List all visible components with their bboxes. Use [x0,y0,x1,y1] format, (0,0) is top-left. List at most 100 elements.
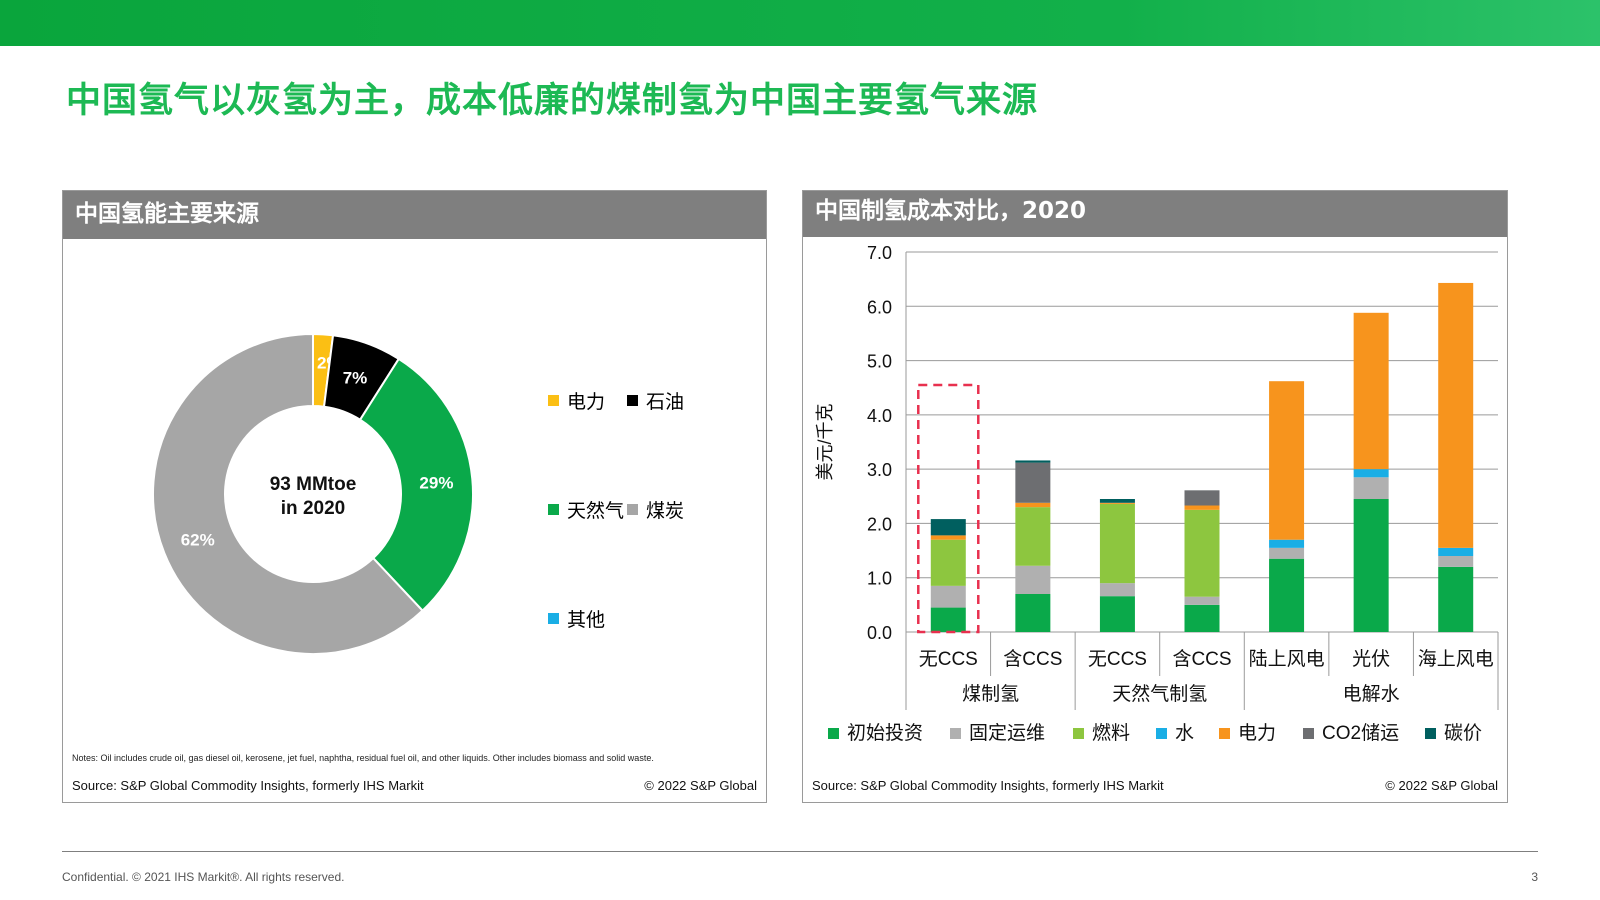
legend-label: 其他 [567,609,606,631]
legend-label-4: 电力 [1238,722,1276,744]
y-tick-label: 5.0 [867,352,892,372]
bar-segment-0-4 [1269,558,1305,632]
x-category-label: 光伏 [1352,648,1390,670]
y-axis-title: 美元/千克 [815,403,835,480]
bar-segment-1-2 [1099,583,1135,597]
y-tick-label: 1.0 [867,569,892,589]
x-category-label: 陆上风电 [1249,648,1325,670]
bar-segment-1-4 [1269,547,1305,559]
bar-copyright: © 2022 S&P Global [1385,778,1498,793]
legend-label-5: CO2储运 [1322,722,1399,744]
highlight-box [917,383,980,634]
legend-label: 电力 [567,391,606,413]
x-category-label: 无CCS [1088,649,1147,670]
legend-swatch [548,613,559,624]
bar-segment-0-2 [1099,596,1135,632]
legend-label: 石油 [646,391,685,413]
bar-segment-2-0 [930,539,966,586]
x-group-label: 煤制氢 [962,683,1019,705]
y-tick-label: 3.0 [867,460,892,480]
donut-panel-header: 中国氢能主要来源 [63,191,766,239]
x-category-label: 海上风电 [1418,648,1494,670]
bar-segment-2-1 [1015,507,1051,566]
bar-segment-4-0 [930,535,966,540]
y-tick-label: 7.0 [867,243,892,263]
bar-segment-4-3 [1184,505,1220,510]
legend-label: 煤炭 [646,500,685,522]
donut-label-1: 7% [343,368,368,387]
donut-copyright: © 2022 S&P Global [644,778,757,793]
x-group-label: 电解水 [1343,683,1400,705]
bar-segment-0-1 [1015,594,1051,632]
bar-segment-0-6 [1438,566,1474,632]
bar-segment-3-5 [1353,469,1389,478]
y-tick-label: 0.0 [867,623,892,643]
donut-label-2: 29% [419,473,453,492]
legend-swatch-6 [1425,728,1436,739]
slide-title: 中国氢气以灰氢为主，成本低廉的煤制氢为中国主要氢气来源 [66,81,1039,121]
legend-swatch-2 [1073,728,1084,739]
legend-label-0: 初始投资 [847,722,923,744]
legend-swatch [548,395,559,406]
bar-panel: 中国制氢成本对比，2020 0.0 1.0 2.0 3.0 4.0 5.0 6.0 7.0 美元… [802,190,1508,803]
legend-label-3: 水 [1175,722,1194,744]
y-tick-label: 6.0 [867,297,892,317]
donut-label-3: 62% [181,531,215,550]
top-banner [0,0,1600,46]
bar-source: Source: S&P Global Commodity Insights, f… [812,778,1164,793]
legend-label: 天然气 [567,500,625,522]
bar-segment-4-6 [1438,282,1474,548]
legend-item-electricity: 电力 [548,387,605,414]
bar-segment-4-1 [1015,502,1051,508]
bar-segment-1-6 [1438,556,1474,567]
legend-item-other: 其他 [548,605,605,632]
bar-segment-4-2 [1099,502,1135,504]
legend-swatch [627,395,638,406]
bar-segment-1-5 [1353,477,1389,499]
legend-swatch-0 [828,728,839,739]
footer-confidential: Confidential. © 2021 IHS Markit®. All ri… [62,870,345,884]
bar-segment-1-0 [930,585,966,608]
legend-swatch [627,504,638,515]
x-category-label: 含CCS [1172,648,1231,670]
legend-swatch-3 [1156,728,1167,739]
bar-segment-0-5 [1353,499,1389,632]
legend-label-2: 燃料 [1092,722,1130,744]
x-category-label: 含CCS [1003,648,1062,670]
y-tick-label: 4.0 [867,406,892,426]
bar-segment-3-6 [1438,547,1474,556]
legend-item-natural-gas: 天然气 [548,496,624,523]
bar-segment-5-1 [1015,462,1051,503]
y-tick-label: 2.0 [867,514,892,534]
bar-segment-0-3 [1184,604,1220,632]
donut-slice-2 [358,357,474,613]
legend-swatch-5 [1303,728,1314,739]
legend-swatch-1 [950,728,961,739]
legend-item-coal: 煤炭 [627,496,684,523]
legend-item-oil: 石油 [627,387,684,414]
bar-segment-6-0 [930,519,966,536]
legend-swatch [548,504,559,515]
x-category-label: 无CCS [919,649,978,670]
bar-segment-0-0 [930,607,966,632]
donut-notes: Notes: Oil includes crude oil, gas diese… [72,753,654,763]
x-group-label: 天然气制氢 [1112,683,1207,705]
legend-label-6: 碳价 [1444,722,1482,744]
bar-panel-header: 中国制氢成本对比，2020 [803,191,1507,237]
donut-slice-3 [152,332,424,655]
footer-divider [62,851,1538,852]
page-number: 3 [1531,870,1538,884]
donut-center-line1: 93 MMtoe [270,474,357,495]
bar-segment-1-1 [1015,565,1051,594]
bar-segment-5-3 [1184,490,1220,506]
bar-segment-1-3 [1184,596,1220,605]
bar-segment-4-4 [1269,381,1305,540]
donut-center-line2: in 2020 [281,498,345,519]
legend-label-1: 固定运维 [969,722,1045,744]
bar-segment-6-2 [1099,499,1135,503]
bar-segment-2-3 [1184,509,1220,597]
bar-segment-4-5 [1353,312,1389,470]
